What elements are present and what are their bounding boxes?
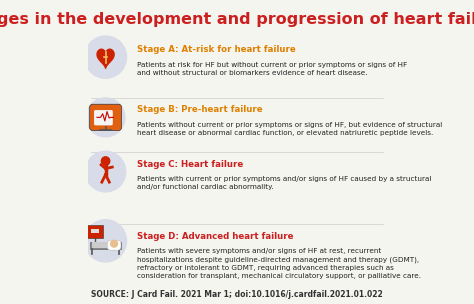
Circle shape [84,220,127,262]
Circle shape [85,151,126,192]
Circle shape [86,98,125,137]
Circle shape [101,157,110,165]
Circle shape [111,240,118,247]
FancyBboxPatch shape [91,229,99,233]
Text: Stage C: Heart failure: Stage C: Heart failure [137,160,243,168]
FancyBboxPatch shape [91,242,119,248]
Text: Stage D: Advanced heart failure: Stage D: Advanced heart failure [137,232,293,241]
FancyBboxPatch shape [90,104,121,130]
FancyBboxPatch shape [107,240,121,250]
Text: Stage A: At-risk for heart failure: Stage A: At-risk for heart failure [137,45,296,54]
FancyBboxPatch shape [90,242,121,250]
Polygon shape [97,49,114,68]
FancyBboxPatch shape [94,110,113,125]
Text: Stage B: Pre-heart failure: Stage B: Pre-heart failure [137,105,263,114]
Text: Patients without current or prior symptoms or signs of HF, but evidence of struc: Patients without current or prior sympto… [137,122,442,136]
Text: Patients at risk for HF but without current or prior symptoms or signs of HF
and: Patients at risk for HF but without curr… [137,62,407,76]
Text: Patients with current or prior symptoms and/or signs of HF caused by a structura: Patients with current or prior symptoms … [137,176,431,190]
FancyBboxPatch shape [87,225,103,238]
Text: SOURCE: J Card Fail. 2021 Mar 1; doi:10.1016/j.cardfail.2021.01.022: SOURCE: J Card Fail. 2021 Mar 1; doi:10.… [91,290,383,299]
Text: Stages in the development and progression of heart failure: Stages in the development and progressio… [0,12,474,27]
Circle shape [84,36,127,78]
Text: Patients with severe symptoms and/or signs of HF at rest, recurrent
hospitalizat: Patients with severe symptoms and/or sig… [137,248,421,279]
